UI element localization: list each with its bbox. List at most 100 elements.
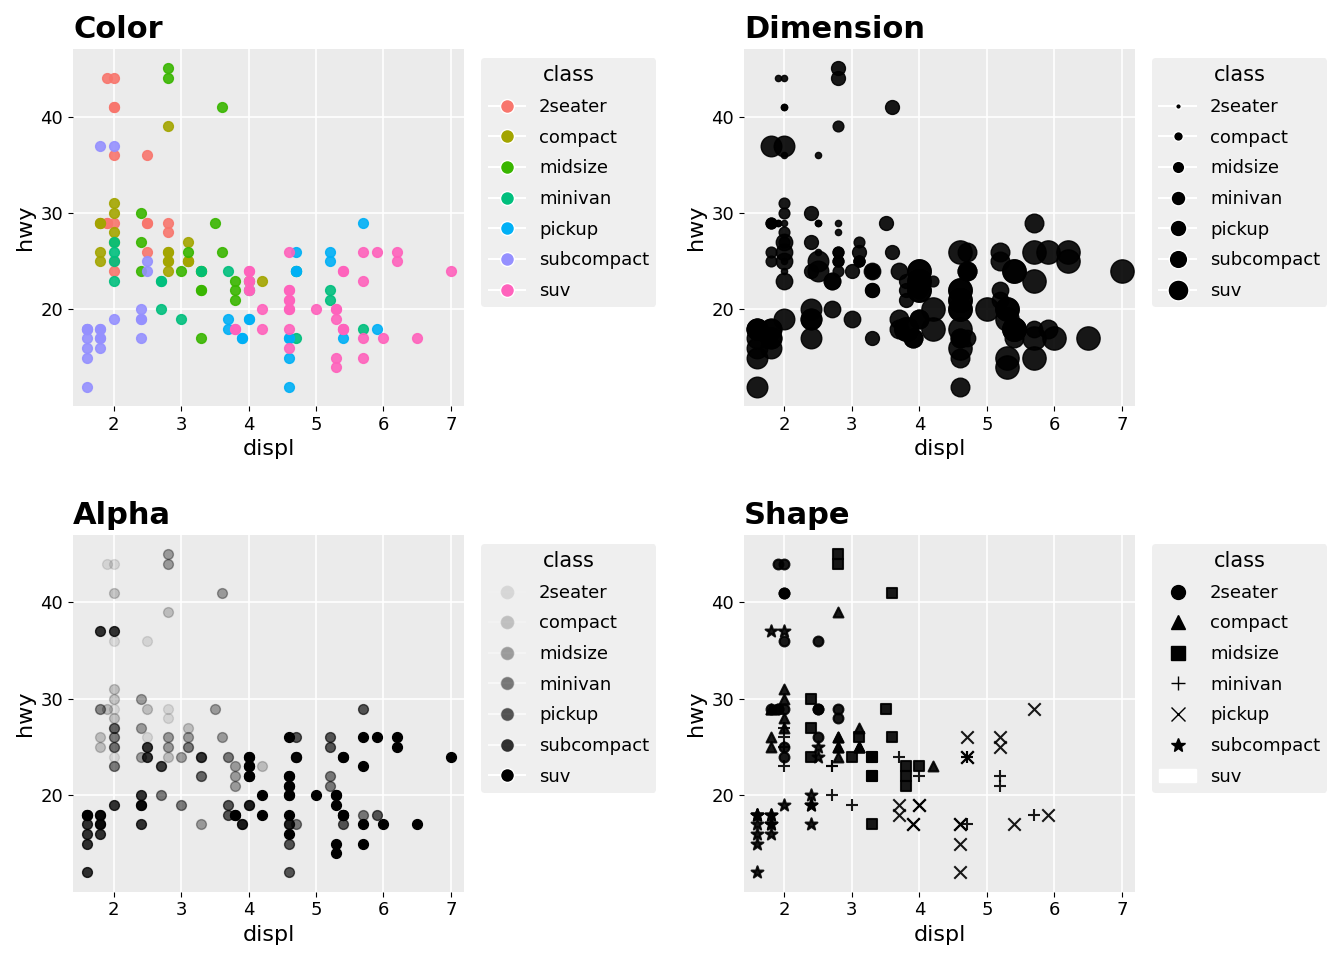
Point: [801, 205, 823, 221]
Point: [821, 787, 843, 803]
Point: [761, 817, 782, 832]
Point: [285, 263, 306, 278]
Point: [278, 817, 300, 832]
Point: [319, 778, 340, 793]
Point: [204, 701, 226, 716]
Point: [102, 797, 124, 812]
Point: [89, 827, 110, 842]
Point: [191, 749, 212, 764]
Point: [774, 253, 796, 269]
Point: [102, 244, 124, 259]
Point: [862, 282, 883, 298]
Point: [808, 634, 829, 649]
Point: [130, 797, 152, 812]
Point: [888, 263, 910, 278]
Point: [848, 234, 870, 250]
Point: [157, 546, 179, 562]
Point: [808, 148, 829, 163]
Point: [332, 817, 353, 832]
Text: Alpha: Alpha: [73, 501, 171, 530]
Point: [75, 807, 97, 823]
Point: [761, 817, 782, 832]
Point: [231, 330, 253, 346]
Point: [828, 546, 849, 562]
Point: [774, 556, 796, 571]
Point: [278, 787, 300, 803]
Point: [352, 321, 374, 336]
Point: [949, 282, 970, 298]
Point: [996, 311, 1017, 326]
Point: [191, 263, 212, 278]
Point: [325, 360, 347, 375]
Point: [191, 330, 212, 346]
Point: [238, 273, 259, 288]
Point: [157, 749, 179, 764]
Point: [278, 292, 300, 307]
Point: [761, 807, 782, 823]
Point: [151, 758, 172, 774]
Point: [325, 301, 347, 317]
Point: [177, 244, 199, 259]
Point: [177, 739, 199, 755]
Point: [102, 99, 124, 114]
Point: [801, 301, 823, 317]
Point: [102, 253, 124, 269]
Point: [922, 321, 943, 336]
Point: [278, 244, 300, 259]
Point: [366, 321, 387, 336]
Point: [238, 263, 259, 278]
Point: [761, 701, 782, 716]
Point: [352, 730, 374, 745]
Point: [747, 379, 769, 395]
Point: [218, 311, 239, 326]
Point: [761, 215, 782, 230]
Point: [285, 730, 306, 745]
Point: [238, 768, 259, 783]
Point: [332, 321, 353, 336]
Point: [211, 730, 233, 745]
Point: [922, 301, 943, 317]
Point: [1023, 244, 1044, 259]
Point: [224, 778, 246, 793]
Point: [747, 836, 769, 852]
Point: [774, 244, 796, 259]
Point: [828, 119, 849, 134]
Point: [89, 817, 110, 832]
Point: [888, 807, 910, 823]
Point: [157, 253, 179, 269]
Point: [761, 330, 782, 346]
Point: [352, 807, 374, 823]
Point: [238, 282, 259, 298]
Point: [747, 321, 769, 336]
Point: [238, 749, 259, 764]
Point: [224, 807, 246, 823]
Point: [151, 787, 172, 803]
Point: [89, 807, 110, 823]
Point: [89, 138, 110, 154]
Point: [761, 827, 782, 842]
Point: [352, 758, 374, 774]
Point: [909, 282, 930, 298]
Point: [130, 311, 152, 326]
Point: [75, 807, 97, 823]
Point: [251, 273, 273, 288]
Point: [1036, 244, 1058, 259]
Point: [325, 836, 347, 852]
Point: [862, 768, 883, 783]
Point: [372, 330, 394, 346]
Point: [102, 253, 124, 269]
Point: [89, 321, 110, 336]
Point: [1023, 321, 1044, 336]
Point: [909, 797, 930, 812]
Point: [278, 768, 300, 783]
Point: [774, 710, 796, 726]
Point: [841, 311, 863, 326]
Point: [774, 586, 796, 601]
Point: [89, 215, 110, 230]
Point: [386, 253, 407, 269]
Point: [848, 739, 870, 755]
Point: [75, 321, 97, 336]
Point: [848, 739, 870, 755]
Point: [278, 778, 300, 793]
Point: [102, 70, 124, 85]
